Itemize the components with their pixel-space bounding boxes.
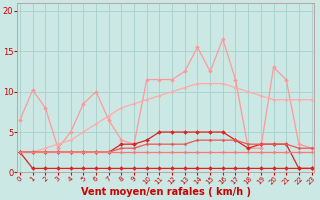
- X-axis label: Vent moyen/en rafales ( km/h ): Vent moyen/en rafales ( km/h ): [81, 187, 251, 197]
